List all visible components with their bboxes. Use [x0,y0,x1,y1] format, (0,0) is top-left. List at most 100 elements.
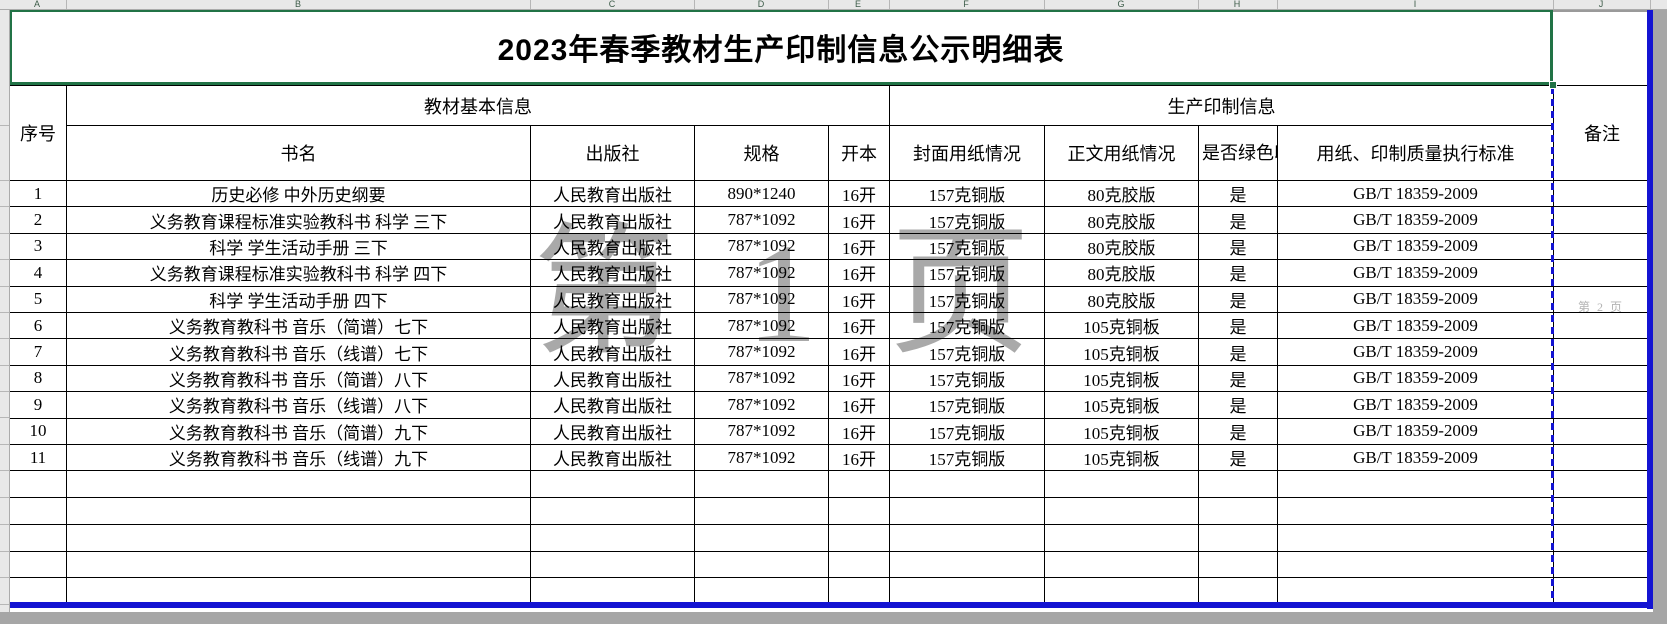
cell-format[interactable]: 16开 [828,364,890,393]
cell-publisher[interactable]: 人民教育出版社 [530,311,695,340]
cell-green-print-empty[interactable] [1198,577,1278,606]
header-print-info-group[interactable]: 生产印制信息 [889,85,1554,126]
cell-cover-paper[interactable]: 157克铜版 [889,285,1045,313]
cell-spec[interactable]: 787*1092 [694,259,829,287]
header-format[interactable]: 开本 [828,125,890,181]
cell-seq[interactable]: 1 [9,179,67,208]
cell-green-print[interactable]: 是 [1198,179,1278,208]
cell-format[interactable]: 16开 [828,232,890,261]
cell-book-name[interactable]: 义务教育教科书 音乐（简谱）九下 [66,417,531,445]
header-spec[interactable]: 规格 [694,125,829,181]
print-area-right-line[interactable] [1647,10,1653,609]
cell-seq[interactable]: 3 [9,232,67,261]
cell-cover-paper[interactable]: 157克铜版 [889,311,1045,340]
cell-spec[interactable]: 787*1092 [694,206,829,234]
cell-book-name[interactable]: 义务教育教科书 音乐（简谱）八下 [66,364,531,393]
cell-cover-paper[interactable]: 157克铜版 [889,206,1045,234]
cell-format-empty[interactable] [828,523,890,552]
cell-format[interactable]: 16开 [828,391,890,419]
cell-spec[interactable]: 787*1092 [694,311,829,340]
cell-green-print[interactable]: 是 [1198,311,1278,340]
cell-body-paper[interactable]: 105克铜板 [1044,391,1199,419]
cell-body-paper-empty[interactable] [1044,577,1199,606]
cell-publisher[interactable]: 人民教育出版社 [530,206,695,234]
cell-spec[interactable]: 787*1092 [694,338,829,366]
header-cover-paper[interactable]: 封面用纸情况 [889,125,1045,181]
cell-standard[interactable]: GB/T 18359-2009 [1277,232,1554,261]
cell-body-paper[interactable]: 80克胶版 [1044,285,1199,313]
cell-format[interactable]: 16开 [828,338,890,366]
cell-format[interactable]: 16开 [828,285,890,313]
cell-spec-empty[interactable] [694,523,829,552]
cell-remark[interactable] [1553,417,1651,445]
cell-seq-empty[interactable] [9,470,67,499]
cell-format[interactable]: 16开 [828,311,890,340]
cell-cover-paper[interactable]: 157克铜版 [889,232,1045,261]
title-cell-selected[interactable]: 2023年春季教材生产印制信息公示明细表 [9,9,1553,85]
cell-green-print-empty[interactable] [1198,550,1278,579]
cell-standard-empty[interactable] [1277,470,1554,499]
cell-publisher[interactable]: 人民教育出版社 [530,232,695,261]
cell-green-print[interactable]: 是 [1198,206,1278,234]
column-letter-H[interactable]: H [1233,0,1241,9]
cell-green-print[interactable]: 是 [1198,338,1278,366]
cell-seq[interactable]: 5 [9,285,67,313]
cell-standard-empty[interactable] [1277,497,1554,525]
cell-remark[interactable] [1553,206,1651,234]
cell-body-paper[interactable]: 105克铜板 [1044,417,1199,445]
cell-format-empty[interactable] [828,577,890,606]
cell-green-print-empty[interactable] [1198,497,1278,525]
header-quality-standard[interactable]: 用纸、印制质量执行标准 [1277,125,1554,181]
cell-book-name[interactable]: 科学 学生活动手册 四下 [66,285,531,313]
cell-cover-paper-empty[interactable] [889,470,1045,499]
column-letter-I[interactable]: I [1413,0,1417,9]
cell-book-name[interactable]: 义务教育课程标准实验教科书 科学 四下 [66,259,531,287]
cell-cover-paper[interactable]: 157克铜版 [889,443,1045,472]
cell-standard[interactable]: GB/T 18359-2009 [1277,179,1554,208]
cell-standard[interactable]: GB/T 18359-2009 [1277,417,1554,445]
cell-publisher-empty[interactable] [530,577,695,606]
cell-book-name[interactable]: 科学 学生活动手册 三下 [66,232,531,261]
cell-cover-paper[interactable]: 157克铜版 [889,417,1045,445]
cell-body-paper[interactable]: 80克胶版 [1044,259,1199,287]
cell-format[interactable]: 16开 [828,206,890,234]
cell-seq-empty[interactable] [9,577,67,606]
cell-format[interactable]: 16开 [828,259,890,287]
cell-standard-empty[interactable] [1277,577,1554,606]
page-break-dashed-line[interactable] [1551,87,1554,604]
cell-body-paper-empty[interactable] [1044,523,1199,552]
cell-publisher[interactable]: 人民教育出版社 [530,259,695,287]
cell-spec-empty[interactable] [694,470,829,499]
column-letter-A[interactable]: A [33,0,41,9]
cell-body-paper-empty[interactable] [1044,497,1199,525]
cell-remark[interactable] [1553,338,1651,366]
column-letter-E[interactable]: E [854,0,862,9]
cell-seq[interactable]: 7 [9,338,67,366]
column-letter-B[interactable]: B [294,0,302,9]
cell-publisher[interactable]: 人民教育出版社 [530,285,695,313]
cell-cover-paper-empty[interactable] [889,497,1045,525]
cell-cover-paper[interactable]: 157克铜版 [889,179,1045,208]
cell-body-paper[interactable]: 80克胶版 [1044,179,1199,208]
cell-spec-empty[interactable] [694,577,829,606]
cell-green-print[interactable]: 是 [1198,391,1278,419]
cell-book-name[interactable]: 义务教育教科书 音乐（线谱）七下 [66,338,531,366]
cell-book-name[interactable]: 历史必修 中外历史纲要 [66,179,531,208]
cell-seq[interactable]: 11 [9,443,67,472]
cell-spec[interactable]: 787*1092 [694,417,829,445]
cell-green-print[interactable]: 是 [1198,285,1278,313]
cell-cover-paper-empty[interactable] [889,523,1045,552]
header-publisher[interactable]: 出版社 [530,125,695,181]
cell-remark[interactable] [1553,285,1651,313]
cell-standard[interactable]: GB/T 18359-2009 [1277,364,1554,393]
cell-green-print-empty[interactable] [1198,523,1278,552]
cell-standard[interactable]: GB/T 18359-2009 [1277,206,1554,234]
cell-format-empty[interactable] [828,497,890,525]
cell-book-name[interactable]: 义务教育教科书 音乐（线谱）九下 [66,443,531,472]
cell-remark[interactable] [1553,364,1651,393]
cell-cover-paper[interactable]: 157克铜版 [889,338,1045,366]
cell-book-name-empty[interactable] [66,550,531,579]
cell-standard[interactable]: GB/T 18359-2009 [1277,311,1554,340]
cell-publisher[interactable]: 人民教育出版社 [530,391,695,419]
cell-standard[interactable]: GB/T 18359-2009 [1277,391,1554,419]
